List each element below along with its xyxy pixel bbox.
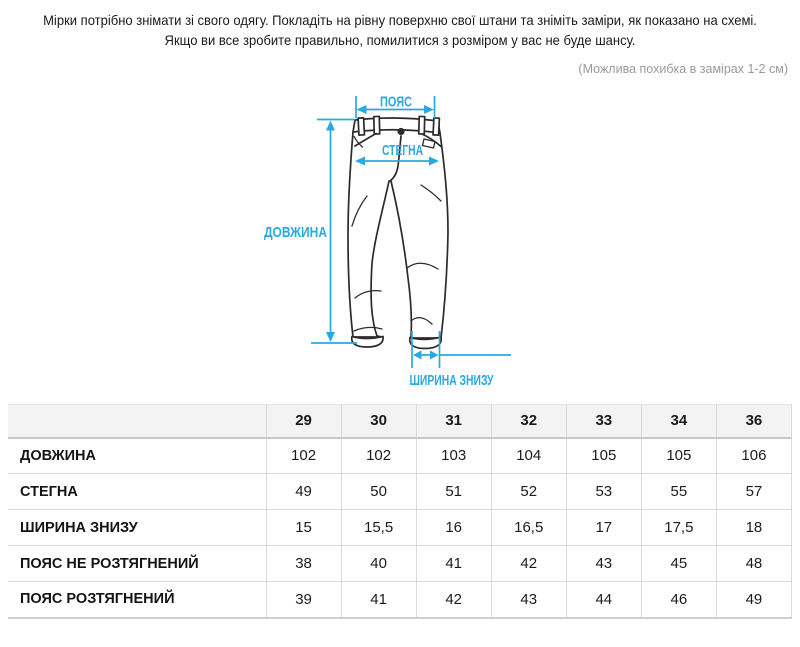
row-label: ШИРИНА ЗНИЗУ bbox=[8, 509, 267, 546]
value-cell: 41 bbox=[341, 581, 417, 619]
value-cell: 49 bbox=[266, 473, 342, 510]
value-cell: 43 bbox=[566, 545, 642, 582]
belt-loops bbox=[357, 115, 441, 136]
size-column-header: 30 bbox=[341, 404, 417, 439]
value-cell: 40 bbox=[341, 545, 417, 582]
value-cell: 42 bbox=[491, 545, 567, 582]
size-column-header: 36 bbox=[716, 404, 793, 439]
value-cell: 42 bbox=[416, 581, 492, 619]
value-cell: 102 bbox=[341, 437, 417, 474]
value-cell: 50 bbox=[341, 473, 417, 510]
value-cell: 15 bbox=[266, 509, 342, 546]
value-cell: 17 bbox=[566, 509, 642, 546]
value-cell: 103 bbox=[416, 437, 492, 474]
pants-illustration bbox=[347, 115, 449, 350]
waist-label: ПОЯС bbox=[380, 94, 412, 111]
row-label: СТЕГНА bbox=[8, 473, 267, 510]
size-column-header: 33 bbox=[566, 404, 642, 439]
tolerance-note: (Можлива похибка в замірах 1-2 см) bbox=[578, 62, 788, 76]
intro-line-1: Мірки потрібно знімати зі свого одягу. П… bbox=[43, 12, 757, 28]
value-cell: 15,5 bbox=[341, 509, 417, 546]
arrow-left-icon bbox=[355, 156, 365, 166]
arrow-up-icon bbox=[326, 120, 335, 131]
value-cell: 105 bbox=[641, 437, 717, 474]
size-column-header: 32 bbox=[491, 404, 567, 439]
bottom-width-label: ШИРИНА ЗНИЗУ bbox=[410, 372, 494, 389]
value-cell: 39 bbox=[266, 581, 342, 619]
value-cell: 41 bbox=[416, 545, 492, 582]
arrow-left-icon bbox=[356, 105, 367, 114]
length-label: ДОВЖИНА bbox=[264, 224, 327, 241]
size-column-header: 34 bbox=[641, 404, 717, 439]
intro-line-2: Якщо ви все зробите правильно, помилитис… bbox=[164, 32, 636, 48]
value-cell: 104 bbox=[491, 437, 567, 474]
value-cell: 16 bbox=[416, 509, 492, 546]
value-cell: 18 bbox=[716, 509, 793, 546]
value-cell: 51 bbox=[416, 473, 492, 510]
value-cell: 52 bbox=[491, 473, 567, 510]
arrow-right-icon bbox=[430, 350, 439, 360]
arrow-right-icon bbox=[429, 156, 439, 166]
size-column-header: 31 bbox=[416, 404, 492, 439]
value-cell: 102 bbox=[266, 437, 342, 474]
hips-label: СТЕГНА bbox=[382, 142, 423, 159]
value-cell: 16,5 bbox=[491, 509, 567, 546]
arrow-left-icon bbox=[413, 350, 422, 360]
left-pocket bbox=[353, 132, 377, 148]
fabric-creases bbox=[351, 184, 442, 332]
length-dimension: ДОВЖИНА bbox=[264, 118, 357, 344]
table-row: ШИРИНА ЗНИЗУ 15 15,5 16 16,5 17 17,5 18 bbox=[8, 509, 793, 546]
leg-cuffs bbox=[350, 335, 443, 350]
arrow-down-icon bbox=[326, 332, 335, 342]
value-cell: 43 bbox=[491, 581, 567, 619]
waist-dimension: ПОЯС bbox=[355, 94, 436, 118]
fly-seam bbox=[389, 135, 402, 182]
table-row: ДОВЖИНА 102 102 103 104 105 105 106 bbox=[8, 437, 793, 474]
row-label: ДОВЖИНА bbox=[8, 437, 267, 474]
value-cell: 55 bbox=[641, 473, 717, 510]
value-cell: 57 bbox=[716, 473, 793, 510]
value-cell: 49 bbox=[716, 581, 793, 619]
hips-dimension: СТЕГНА bbox=[355, 142, 439, 166]
table-row: ПОЯС РОЗТЯГНЕНИЙ 39 41 42 43 44 46 49 bbox=[8, 581, 793, 619]
right-pocket bbox=[421, 133, 442, 149]
value-cell: 53 bbox=[566, 473, 642, 510]
row-label: ПОЯС РОЗТЯГНЕНИЙ bbox=[8, 581, 267, 619]
table-row: ПОЯС НЕ РОЗТЯГНЕНИЙ 38 40 41 42 43 45 48 bbox=[8, 545, 793, 582]
size-table-header-row: 29 30 31 32 33 34 36 bbox=[8, 404, 793, 439]
size-column-header: 29 bbox=[266, 404, 342, 439]
size-table-body: ДОВЖИНА 102 102 103 104 105 105 106 СТЕГНА 49 50 51… bbox=[8, 437, 793, 619]
arrow-right-icon bbox=[424, 105, 434, 114]
row-label: ПОЯС НЕ РОЗТЯГНЕНИЙ bbox=[8, 545, 267, 582]
button-icon bbox=[397, 127, 405, 136]
value-cell: 44 bbox=[566, 581, 642, 619]
pants-size-diagram: ПОЯС СТЕГНА ДОВЖИНА ШИРИНА ЗНИЗУ bbox=[264, 94, 511, 389]
value-cell: 38 bbox=[266, 545, 342, 582]
value-cell: 45 bbox=[641, 545, 717, 582]
bottom-width-dimension: ШИРИНА ЗНИЗУ bbox=[410, 331, 511, 389]
value-cell: 46 bbox=[641, 581, 717, 619]
value-cell: 106 bbox=[716, 437, 793, 474]
intro-text: Мірки потрібно знімати зі свого одягу. П… bbox=[0, 0, 800, 50]
value-cell: 17,5 bbox=[641, 509, 717, 546]
value-cell: 48 bbox=[716, 545, 793, 582]
value-cell: 105 bbox=[566, 437, 642, 474]
size-table: 29 30 31 32 33 34 36 ДОВЖИНА 102 102 103 104 105 105… bbox=[8, 404, 793, 619]
corner-cell bbox=[8, 404, 267, 439]
table-row: СТЕГНА 49 50 51 52 53 55 57 bbox=[8, 473, 793, 510]
